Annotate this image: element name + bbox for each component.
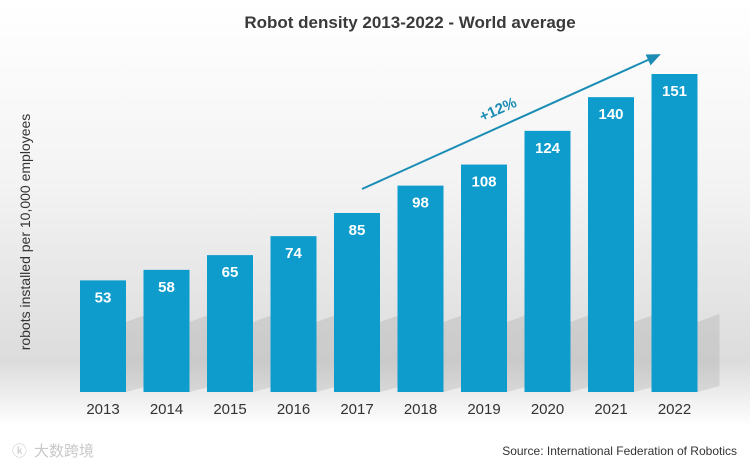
x-tick-label: 2019 (467, 401, 500, 418)
x-axis-ticks: 2013 2014 2015 2016 2017 2018 2019 2020 2021 2022 (86, 401, 691, 418)
bar-shadow (189, 314, 212, 392)
bar-shadow (570, 314, 593, 392)
data-label: 98 (412, 195, 429, 212)
x-tick-label: 2015 (213, 401, 246, 418)
bar-2022 (651, 74, 698, 392)
data-label: 108 (471, 174, 496, 191)
bar-shadows (126, 314, 720, 392)
bar-2018 (397, 185, 444, 392)
data-label: 151 (662, 83, 687, 100)
bar-shadow (126, 314, 148, 392)
source-note: Source: International Federation of Robo… (502, 444, 737, 458)
bar-2019 (461, 164, 507, 392)
x-tick-label: 2022 (658, 401, 691, 418)
bar-shadow (634, 314, 656, 392)
trend-arrow (361, 54, 661, 190)
x-tick-label: 2021 (594, 401, 627, 418)
x-tick-label: 2014 (150, 401, 183, 418)
bar-shadow (316, 314, 339, 392)
bar-2013 (80, 280, 126, 392)
bar-2021 (588, 97, 634, 393)
y-axis-label: robots installed per 10,000 employees (17, 114, 33, 351)
chart-title: Robot density 2013-2022 - World average (244, 13, 575, 32)
x-tick-label: 2016 (277, 401, 310, 418)
data-label: 85 (349, 222, 366, 239)
x-tick-label: 2017 (340, 401, 373, 418)
bar-shadow (697, 314, 720, 392)
bar-shadow (443, 314, 466, 392)
x-tick-label: 2013 (86, 401, 119, 418)
data-label: 53 (95, 289, 112, 306)
data-label: 65 (222, 264, 239, 281)
data-label: 140 (598, 106, 623, 123)
bar-shadow (380, 314, 402, 392)
bar-2017 (334, 212, 380, 392)
data-label: 124 (535, 140, 561, 157)
watermark-logo: ⓚ (12, 443, 27, 460)
data-label: 74 (285, 245, 302, 262)
bar-2016 (270, 236, 317, 392)
bar-2014 (143, 269, 190, 392)
data-label: 58 (158, 279, 175, 296)
bar-shadow (507, 314, 529, 392)
bar-2020 (524, 130, 571, 392)
bar-2015 (207, 255, 253, 392)
bar-shadow (253, 314, 275, 392)
watermark-text: 大数跨境 (34, 442, 94, 460)
bars: 53 58 65 74 85 98 108 124 140 151 (80, 74, 698, 393)
x-tick-label: 2020 (531, 401, 564, 418)
x-tick-label: 2018 (404, 401, 437, 418)
